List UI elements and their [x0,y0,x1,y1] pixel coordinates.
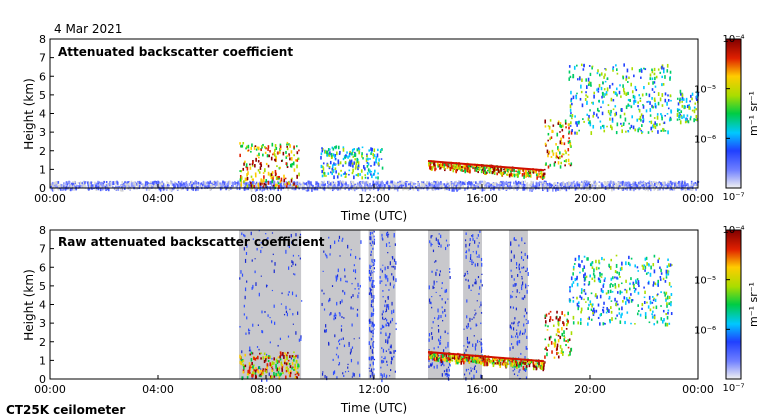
y-tick-label: 0 [39,182,46,195]
backscatter-feature [427,350,546,372]
colorbar-2 [725,229,742,380]
backscatter-feature [239,141,300,190]
colorbar-tick-label: 10⁻⁴ [722,225,744,236]
y-tick-label: 8 [39,224,46,237]
colorbar-tick-label: 10⁻⁵ [694,85,716,96]
noise-band [368,230,376,380]
backscatter-feature [544,310,573,359]
x-axis-label-1: Time (UTC) [340,209,407,223]
backscatter-feature [544,119,573,169]
panel-attenuated: 0 1 2 3 4 5 6 7 8 00:00 04:00 08:00 12:00 16:00 20:00 0… [22,33,760,223]
y-axis-label-2: Height (km) [22,269,36,340]
y-axis-label-1: Height (km) [22,78,36,149]
panel-raw: 0 1 2 3 4 5 6 7 8 00:00 04:00 08:00 12:00 16:00 20:00 0… [22,224,760,415]
colorbar-unit-label: m⁻¹ sr⁻¹ [747,91,760,136]
x-tick-label: 04:00 [142,192,174,205]
noise-band [379,230,397,383]
colorbar-1 [725,38,742,189]
y-tick-label: 3 [39,126,46,139]
y-tick-label: 4 [39,299,46,312]
colorbar-tick-label: 10⁻⁶ [694,134,716,145]
x-tick-label: 00:00 [34,192,66,205]
x-tick-label: 08:00 [250,192,282,205]
y-tick-label: 5 [39,89,46,102]
x-tick-label: 08:00 [250,383,282,396]
x-tick-label: 00:00 [682,192,714,205]
x-tick-label: 00:00 [682,383,714,396]
x-tick-label: 20:00 [574,192,606,205]
x-tick-label: 12:00 [358,383,390,396]
y-tick-label: 3 [39,317,46,330]
y-tick-label: 1 [39,354,46,367]
y-tick-label: 5 [39,280,46,293]
noise-band [239,230,303,382]
backscatter-feature [320,145,384,180]
panel-title-2: Raw attenuated backscatter coefficient [58,235,325,249]
backscatter-feature [568,254,673,327]
colorbar-unit-label: m⁻¹ sr⁻¹ [747,282,760,327]
date-label: 4 Mar 2021 [54,22,122,36]
x-tick-label: 16:00 [466,192,498,205]
colorbar-tick-label: 10⁻⁴ [722,34,744,45]
y-tick-label: 7 [39,243,46,256]
y-tick-label: 7 [39,52,46,65]
y-tick-label: 6 [39,70,46,83]
y-tick-label: 1 [39,163,46,176]
colorbar-tick-label: 10⁻⁶ [694,325,716,336]
backscatter-feature [239,351,300,381]
x-axis-label-2: Time (UTC) [340,401,407,415]
heatmap-layer-2 [239,230,673,383]
y-tick-label: 4 [39,108,46,121]
colorbar-tick-label: 10⁻⁵ [694,276,716,287]
x-tick-label: 00:00 [34,383,66,396]
noise-band [320,230,362,381]
backscatter-feature [427,159,546,180]
y-tick-label: 2 [39,336,46,349]
noise-band [509,230,529,380]
y-tick-label: 0 [39,373,46,386]
panel-title-1: Attenuated backscatter coefficient [58,45,293,59]
y-tick-label: 6 [39,261,46,274]
y-tick-label: 2 [39,145,46,158]
x-tick-label: 04:00 [142,383,174,396]
y-tick-label: 8 [39,33,46,46]
x-tick-label: 12:00 [358,192,390,205]
colorbar-tick-label: 10⁻⁷ [722,383,744,394]
backscatter-feature [676,89,700,125]
x-tick-label: 16:00 [466,383,498,396]
colorbar-tick-label: 10⁻⁷ [722,192,744,203]
noise-band [428,230,451,381]
backscatter-feature [568,63,673,136]
instrument-label: CT25K ceilometer [6,403,125,417]
x-tick-label: 20:00 [574,383,606,396]
